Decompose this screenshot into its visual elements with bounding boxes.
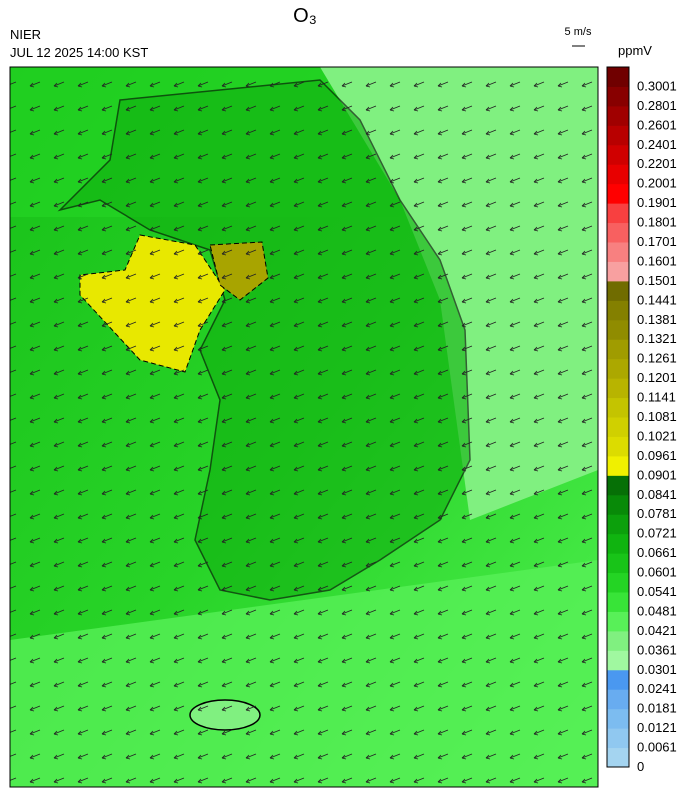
colorbar-label: 0.0961 xyxy=(637,448,677,463)
colorbar-label: 0.1201 xyxy=(637,370,677,385)
colorbar-box xyxy=(607,144,629,165)
map-frame xyxy=(9,66,599,788)
colorbar-label: 0.0181 xyxy=(637,701,677,716)
colorbar-box xyxy=(607,553,629,574)
colorbar-box xyxy=(607,300,629,321)
colorbar-label: 0.0601 xyxy=(637,565,677,580)
colorbar-label: 0.1381 xyxy=(637,312,677,327)
colorbar-box xyxy=(607,339,629,360)
wind-vectors xyxy=(10,67,598,787)
colorbar-box xyxy=(607,125,629,146)
colorbar-label: 0.2201 xyxy=(637,156,677,171)
colorbar-box xyxy=(607,455,629,476)
title: O₃ xyxy=(293,5,317,27)
colorbar-box xyxy=(607,708,629,729)
colorbar-box xyxy=(607,358,629,379)
agency: NIER xyxy=(10,27,41,42)
colorbar-box xyxy=(607,592,629,612)
colorbar-box xyxy=(607,514,629,535)
datetime: JUL 12 2025 14:00 KST xyxy=(10,45,148,60)
colorbar-label: 0.1601 xyxy=(637,253,677,268)
unit: ppmV xyxy=(618,43,652,58)
colorbar-label: 0 xyxy=(637,759,644,774)
colorbar-label: 0.1501 xyxy=(637,273,677,288)
colorbar: 0 0.0061 0.0121 0.0181 0.0241 0.0301 0.0361 0.0… xyxy=(606,66,677,774)
colorbar-label: 0.3001 xyxy=(637,78,677,93)
colorbar-box xyxy=(607,689,629,710)
colorbar-box xyxy=(607,397,629,418)
colorbar-label: 0.2601 xyxy=(637,117,677,132)
colorbar-box xyxy=(607,611,629,632)
colorbar-box xyxy=(607,669,629,690)
colorbar-label: 0.1141 xyxy=(637,390,676,405)
colorbar-box xyxy=(607,475,629,496)
colorbar-label: 0.1261 xyxy=(637,351,677,366)
colorbar-label: 0.0901 xyxy=(637,467,677,482)
colorbar-box xyxy=(607,105,629,126)
colorbar-box xyxy=(607,650,629,671)
colorbar-label: 0.0541 xyxy=(637,584,677,599)
colorbar-label: 0.1701 xyxy=(637,234,677,249)
colorbar-label: 0.2401 xyxy=(637,137,677,152)
colorbar-label: 0.0841 xyxy=(637,487,677,502)
colorbar-box xyxy=(607,630,629,651)
colorbar-box xyxy=(607,242,629,262)
map-area xyxy=(9,66,599,788)
colorbar-label: 0.0481 xyxy=(637,603,677,618)
colorbar-box xyxy=(607,747,629,768)
colorbar-label: 0.0241 xyxy=(637,681,677,696)
colorbar-box xyxy=(607,164,629,185)
colorbar-frame xyxy=(606,66,630,768)
colorbar-label: 0.0661 xyxy=(637,545,677,560)
colorbar-box xyxy=(607,572,629,593)
colorbar-box xyxy=(607,417,629,437)
colorbar-box xyxy=(607,67,629,87)
colorbar-label: 0.0301 xyxy=(637,662,677,677)
colorbar-label: 0.0121 xyxy=(637,720,677,735)
colorbar-label: 0.1801 xyxy=(637,215,677,230)
colorbar-label: 0.1901 xyxy=(637,195,677,210)
colorbar-box xyxy=(607,86,629,107)
colorbar-label: 0.1441 xyxy=(637,292,677,307)
colorbar-label: 0.1021 xyxy=(637,428,677,443)
colorbar-label: 0.1081 xyxy=(637,409,677,424)
colorbar-box xyxy=(607,183,629,204)
colorbar-label: 0.1321 xyxy=(637,331,677,346)
colorbar-label: 0.0421 xyxy=(637,623,677,638)
colorbar-label: 0.0361 xyxy=(637,642,677,657)
colorbar-box xyxy=(607,222,629,243)
colorbar-label: 0.2001 xyxy=(637,176,677,191)
colorbar-box xyxy=(607,261,629,282)
colorbar-box xyxy=(607,494,629,515)
colorbar-label: 0.0061 xyxy=(637,740,677,755)
colorbar-box xyxy=(607,533,629,554)
wind-scale-label: 5 m/s xyxy=(565,26,592,38)
colorbar-label: 0.0721 xyxy=(637,526,677,541)
colorbar-box xyxy=(607,203,629,224)
colorbar-box xyxy=(607,378,629,399)
colorbar-box xyxy=(607,728,629,749)
colorbar-box xyxy=(607,319,629,340)
colorbar-box xyxy=(607,436,629,457)
colorbar-label: 0.2801 xyxy=(637,98,677,113)
colorbar-label: 0.0781 xyxy=(637,506,677,521)
colorbar-box xyxy=(607,280,629,301)
